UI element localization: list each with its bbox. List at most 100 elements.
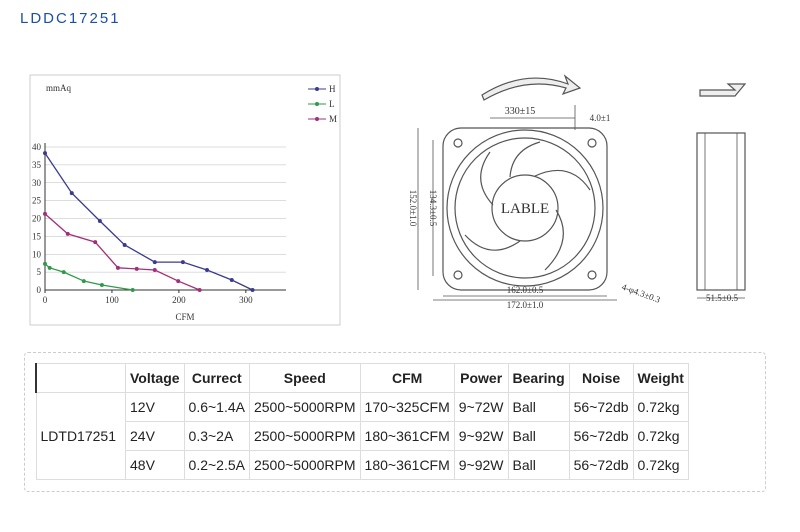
x-tick-label: 100 [105, 295, 119, 305]
fan-drawing [417, 74, 747, 301]
point [43, 211, 47, 216]
point [93, 240, 98, 245]
point [43, 261, 47, 266]
table-cell: 24V [125, 421, 185, 451]
hole [453, 138, 463, 148]
y-tick-label: 5 [37, 267, 42, 277]
table-cell: 180~361CFM [359, 450, 455, 480]
point [81, 279, 86, 284]
curve [44, 213, 200, 291]
legend-label: M [329, 114, 337, 124]
table-row: 24V 0.3~2A 2500~5000RPM 180~361CFM 9~92W Ball… [36, 421, 689, 451]
table-cell: 2500~5000RPM [248, 450, 361, 480]
table-cell: 0.72kg [632, 392, 689, 422]
table-cell: Ball [507, 392, 570, 422]
table-row: LDTD17251 12V 0.6~1.4A 2500~5000RPM 170~325C… [35, 392, 689, 480]
table-cell: 2500~5000RPM [248, 421, 361, 451]
point [229, 277, 234, 282]
frame-ring [446, 129, 604, 287]
y-tick-label: 15 [32, 231, 42, 241]
header-row: Voltage Currect Speed CFM Power Bearing Noise W… [35, 363, 689, 393]
y-tick-label: 35 [32, 160, 42, 170]
point [130, 288, 135, 292]
legend-dot [315, 117, 319, 121]
table-cell: 9~92W [453, 421, 509, 451]
x-tick-label: 300 [239, 295, 253, 305]
header-cell: Weight [632, 363, 689, 393]
point [205, 267, 210, 272]
dimension-lines [417, 105, 617, 301]
table-cell: 9~72W [453, 392, 509, 422]
point [197, 288, 202, 292]
point [69, 191, 74, 196]
x-tick-label: 200 [172, 295, 186, 305]
dimension-label: 4.0±1 [590, 113, 611, 123]
frame [442, 127, 608, 291]
table-cell: 56~72db [568, 392, 634, 422]
table-cell: Ball [507, 421, 570, 451]
table-cell: 0.3~2A [183, 421, 250, 451]
y-tick-label: 20 [32, 214, 42, 224]
dimension-label: 51.5±0.5 [706, 293, 738, 303]
point [99, 282, 104, 287]
blades [464, 141, 591, 271]
hub [491, 174, 559, 242]
y-tick-label: 25 [32, 196, 42, 206]
point [176, 279, 181, 284]
spec-panel: Voltage Currect Speed CFM Power Bearing Noise W… [24, 352, 766, 492]
side-lines [697, 133, 745, 299]
dimension-label: 162.0±0.5 [507, 285, 544, 295]
table-cell: 56~72db [568, 450, 634, 480]
header-cell: Power [453, 363, 509, 393]
model-cell: LDTD17251 [35, 392, 126, 480]
hole [453, 270, 463, 280]
header-cell: Bearing [507, 363, 570, 393]
x-axis-label: CFM [175, 312, 194, 322]
y-tick-label: 10 [32, 249, 42, 259]
header-cell: Noise [568, 363, 634, 393]
point [180, 260, 185, 265]
side-view [696, 132, 746, 291]
legend-dot [315, 102, 319, 106]
table-row: 48V 0.2~2.5A 2500~5000RPM 180~361CFM 9~92W Ba… [36, 450, 689, 480]
point [250, 288, 255, 292]
table-cell: 0.72kg [632, 421, 689, 451]
table-cell: 56~72db [568, 421, 634, 451]
point [122, 242, 127, 247]
page-title: LDDC17251 [20, 10, 121, 27]
point [134, 266, 139, 271]
header-cell: CFM [359, 363, 455, 393]
y-tick-label: 40 [32, 142, 42, 152]
table-cell: Ball [507, 450, 570, 480]
point [152, 260, 157, 265]
y-axis-label: mmAq [46, 83, 72, 93]
dimension-label: 330±15 [505, 106, 536, 117]
table-cell: 12V [125, 392, 185, 422]
spec-table: Voltage Currect Speed CFM Power Bearing Noise W… [35, 363, 689, 480]
legend-label: L [329, 99, 335, 109]
point [47, 265, 52, 270]
dimension-label: 134.3±0.5 [428, 190, 438, 227]
figures: mmAq CFM 0 5 10 15 20 25 30 35 40 0 100 200 300 HLM 33… [29, 74, 747, 326]
header-cell: Currect [183, 363, 250, 393]
x-tick-label: 0 [43, 295, 48, 305]
hole [587, 138, 597, 148]
table-cell: 0.6~1.4A [183, 392, 250, 422]
table-cell: 48V [125, 450, 185, 480]
table-cell: 9~92W [453, 450, 509, 480]
dimension-label: 172.0±1.0 [507, 300, 544, 310]
hole [587, 270, 597, 280]
dimension-label: 4-φ4.3±0.3 [620, 282, 662, 305]
point [65, 231, 70, 236]
point [152, 267, 157, 272]
table-cell: 0.72kg [632, 450, 689, 480]
rotation-arrow [481, 74, 582, 101]
legend-dot [315, 87, 319, 91]
point [43, 151, 47, 156]
hub-label: LABLE [501, 201, 549, 217]
point [115, 265, 120, 270]
dimension-label: 152.0±1.0 [408, 190, 418, 227]
table-cell: 180~361CFM [359, 421, 455, 451]
table-cell: 0.2~2.5A [183, 450, 250, 480]
